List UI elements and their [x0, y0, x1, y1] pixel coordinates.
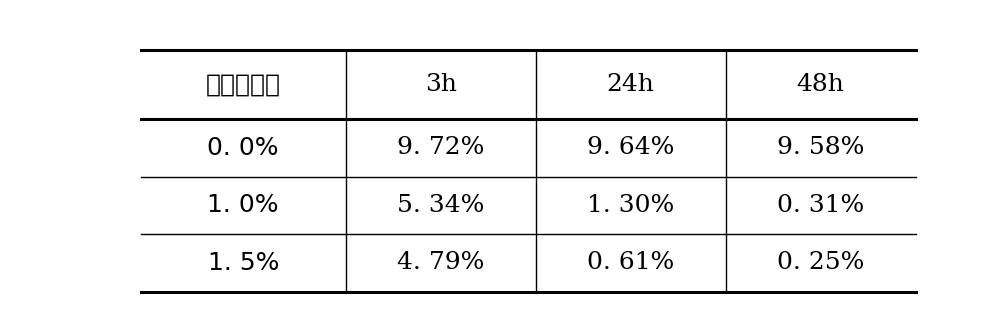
Text: 5. 34%: 5. 34% [397, 194, 484, 217]
Text: 0. 61%: 0. 61% [587, 251, 674, 274]
Text: 9. 64%: 9. 64% [587, 136, 674, 159]
Text: 0. 0%: 0. 0% [207, 136, 279, 160]
Text: 外加剂含量: 外加剂含量 [206, 73, 281, 97]
Text: 3h: 3h [425, 73, 457, 96]
Text: 9. 58%: 9. 58% [777, 136, 864, 159]
Text: 1. 30%: 1. 30% [587, 194, 674, 217]
Text: 24h: 24h [607, 73, 655, 96]
Text: 9. 72%: 9. 72% [397, 136, 484, 159]
Text: 4. 79%: 4. 79% [397, 251, 484, 274]
Text: 0. 25%: 0. 25% [777, 251, 864, 274]
Text: 1. 0%: 1. 0% [207, 193, 279, 217]
Text: 1. 5%: 1. 5% [208, 251, 279, 275]
Text: 0. 31%: 0. 31% [777, 194, 864, 217]
Text: 48h: 48h [797, 73, 844, 96]
